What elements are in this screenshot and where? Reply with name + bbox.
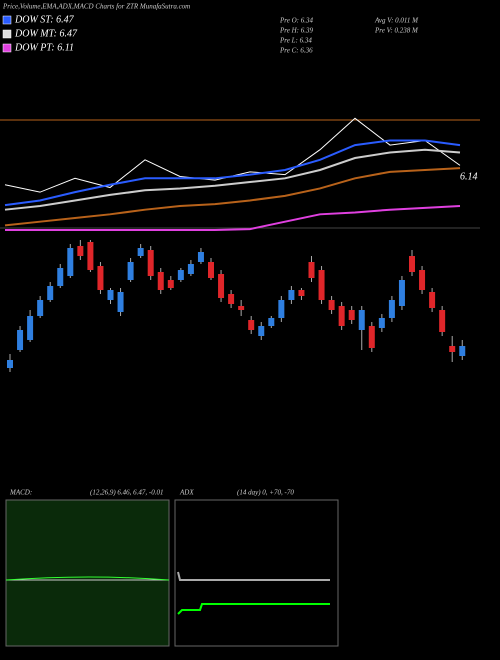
candle-body xyxy=(127,262,134,280)
candle-body xyxy=(328,300,335,310)
line-series xyxy=(4,167,461,227)
candle-body xyxy=(67,248,74,276)
candle-body xyxy=(107,290,114,300)
candle-body xyxy=(398,280,405,306)
stat: Avg V: 0.011 M xyxy=(374,17,419,25)
adx-label: ADX xyxy=(179,489,194,497)
stat: Pre C: 6.36 xyxy=(279,47,313,55)
legend-swatch xyxy=(2,29,12,39)
candle-body xyxy=(308,262,315,278)
line-series xyxy=(4,139,461,207)
candle-body xyxy=(137,248,144,256)
candle-body xyxy=(288,290,295,300)
candle-body xyxy=(87,242,94,270)
candle-body xyxy=(218,274,225,298)
candle-body xyxy=(258,326,265,336)
candle-body xyxy=(117,292,124,312)
candle-body xyxy=(197,252,204,262)
candle-body xyxy=(167,280,174,288)
legend-label: DOW ST: 6.47 xyxy=(14,14,75,25)
candle-body xyxy=(187,264,194,274)
candle-body xyxy=(368,326,375,348)
candle-body xyxy=(228,294,235,304)
line-series xyxy=(5,205,461,231)
stat: Pre V: 0.238 M xyxy=(374,27,419,35)
candle-body xyxy=(439,310,446,332)
candle-body xyxy=(177,270,184,280)
adx-line xyxy=(177,571,330,581)
macd-params: (12,26,9) 6.46, 6.47, -0.01 xyxy=(90,489,164,497)
macd-signal xyxy=(5,576,170,581)
adx-panel xyxy=(174,499,339,647)
macd-label: MACD: xyxy=(9,489,32,497)
stat: Pre O: 6.34 xyxy=(279,17,313,25)
candle-body xyxy=(298,290,305,296)
candle-body xyxy=(47,286,54,300)
candle-body xyxy=(208,262,214,278)
candle-body xyxy=(147,250,154,276)
candle-body xyxy=(278,300,285,318)
candle-body xyxy=(388,300,395,318)
candle-body xyxy=(77,246,84,256)
candle-body xyxy=(7,360,13,368)
candle-body xyxy=(57,268,64,286)
candle-body xyxy=(248,320,255,330)
candle-body xyxy=(348,310,355,320)
legend-swatch xyxy=(2,15,12,25)
stat: Pre H: 6.39 xyxy=(279,27,313,35)
candle-body xyxy=(157,272,164,290)
candle-body xyxy=(409,256,415,272)
adx-params: (14 day) 0, +70, -70 xyxy=(237,489,294,497)
legend-label: DOW MT: 6.47 xyxy=(14,28,78,39)
candle-body xyxy=(238,306,245,310)
macd-panel xyxy=(5,499,170,647)
annotation: 6.14 xyxy=(460,172,478,183)
candle-body xyxy=(429,292,436,308)
candle-body xyxy=(27,316,34,340)
candle-body xyxy=(419,270,426,290)
stat: Pre L: 6.34 xyxy=(279,37,312,45)
candle-body xyxy=(459,346,466,356)
di-line xyxy=(177,603,330,615)
candle-body xyxy=(378,318,385,328)
candle-body xyxy=(17,330,24,350)
candle-body xyxy=(268,318,275,326)
candle-body xyxy=(449,346,456,352)
line-series xyxy=(4,117,461,193)
candle-body xyxy=(37,300,44,316)
title: Price,Volume,EMA,ADX,MACD Charts for ZTR… xyxy=(2,3,190,11)
candle-body xyxy=(338,306,345,326)
legend-swatch xyxy=(2,43,12,53)
candle-body xyxy=(358,310,365,330)
candle-body xyxy=(318,270,325,300)
line-series xyxy=(4,148,461,211)
candle-body xyxy=(97,266,104,290)
legend-label: DOW PT: 6.11 xyxy=(14,42,74,53)
